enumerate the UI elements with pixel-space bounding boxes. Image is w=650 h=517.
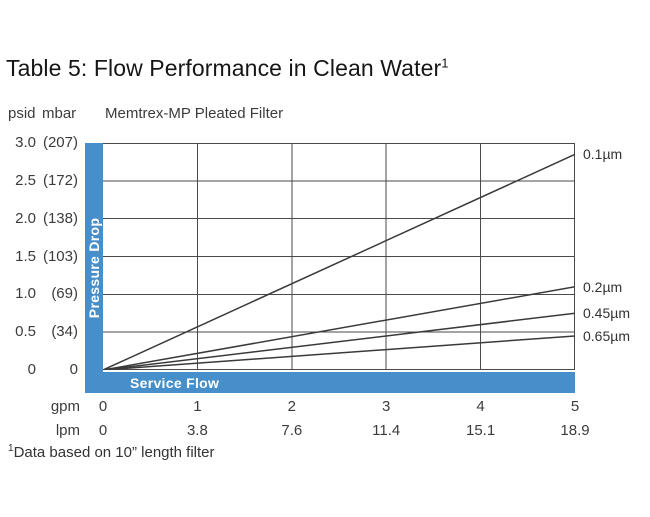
x-axis-gpm-row: gpm 0 1 2 3 4 5: [0, 398, 650, 416]
x-tick-lpm: 3.8: [186, 422, 208, 439]
y-tick-mbar: (172): [42, 171, 78, 189]
series-label: 0.1µm: [583, 146, 623, 163]
series-label: 0.45µm: [583, 305, 630, 322]
y-tick-psid: 1.5: [15, 247, 36, 265]
y-tick-psid: 2.0: [15, 209, 36, 227]
y-tick-psid: 1.0: [15, 285, 36, 303]
series-line: [103, 312, 575, 370]
y-tick-row: 3.0 (207): [8, 134, 78, 152]
y-tick-mbar: (138): [42, 209, 78, 227]
x-tick-gpm: 4: [476, 398, 485, 415]
y-tick-row: 2.5 (172): [8, 172, 78, 190]
x-tick-gpm: 1: [193, 398, 202, 415]
x-axis-unit-lpm: lpm: [55, 422, 80, 439]
y-tick-mbar: (103): [42, 247, 78, 265]
y-tick-mbar: (207): [42, 134, 78, 151]
footnote: 1Data based on 10” length filter: [8, 443, 215, 461]
y-axis-unit-psid: psid: [8, 105, 36, 122]
x-tick-lpm: 0: [98, 422, 108, 439]
y-tick-mbar: (69): [51, 285, 78, 303]
y-tick-row: 1.0 (69): [8, 285, 78, 303]
x-tick-gpm: 5: [570, 398, 580, 415]
series-line: [103, 335, 575, 370]
series-label: 0.2µm: [583, 278, 623, 295]
x-tick-lpm: 18.9: [560, 422, 590, 439]
y-tick-row: 2.0 (138): [8, 210, 78, 228]
x-axis-title: Service Flow: [130, 374, 220, 391]
series-line: [103, 153, 575, 370]
x-tick-lpm: 15.1: [465, 422, 496, 439]
y-axis-bar: Pressure Drop: [85, 143, 103, 393]
y-tick-mbar: (34): [51, 323, 78, 341]
footnote-superscript: 1: [8, 443, 14, 454]
x-tick-gpm: 3: [382, 398, 391, 415]
plot-area: [103, 143, 575, 370]
page-title: Table 5: Flow Performance in Clean Water…: [6, 55, 449, 82]
y-tick-row: 1.5 (103): [8, 248, 78, 266]
x-axis-lpm-row: lpm 0 3.8 7.6 11.4 15.1 18.9: [0, 422, 650, 440]
y-tick-psid: 0.5: [15, 323, 36, 341]
y-tick-row: 0.5 (34): [8, 323, 78, 341]
x-tick-lpm: 11.4: [372, 422, 401, 439]
x-tick-gpm: 0: [98, 398, 108, 415]
y-axis-unit-mbar: mbar: [42, 105, 77, 122]
x-axis-unit-gpm: gpm: [50, 398, 80, 415]
y-tick-psid: 3.0: [15, 134, 36, 151]
series-line: [103, 286, 575, 370]
y-tick-psid: 0: [27, 361, 36, 378]
x-tick-lpm: 7.6: [281, 422, 303, 439]
page-title-superscript: 1: [441, 55, 449, 71]
page-title-text: Table 5: Flow Performance in Clean Water: [6, 55, 442, 82]
chart-subtitle: Memtrex-MP Pleated Filter: [105, 105, 284, 122]
y-tick-mbar: 0: [69, 361, 78, 378]
footnote-text: Data based on 10” length filter: [13, 444, 215, 461]
y-tick-psid: 2.5: [15, 171, 36, 189]
x-axis-bar: Service Flow: [103, 372, 575, 393]
x-tick-gpm: 2: [287, 398, 296, 415]
y-axis-title: Pressure Drop: [86, 217, 103, 319]
series-label: 0.65µm: [583, 327, 630, 344]
